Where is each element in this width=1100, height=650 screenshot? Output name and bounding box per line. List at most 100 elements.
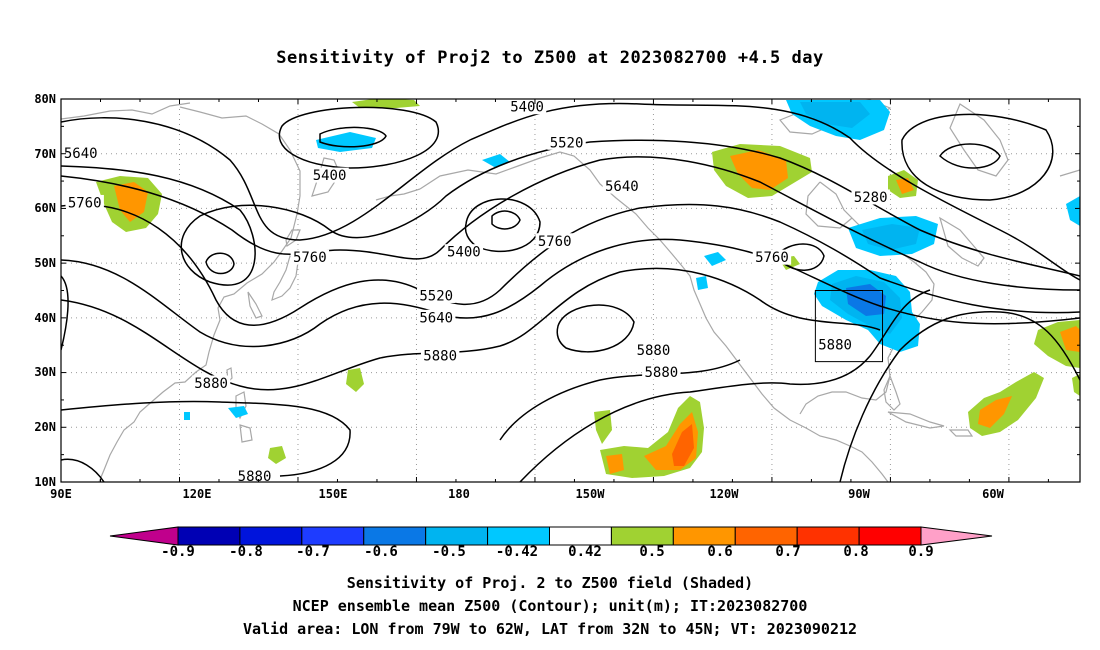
contour-label: 5400 [447,245,481,261]
lon-label-120w: 120W [709,487,739,501]
sensitivity-region [346,368,364,392]
contour-label-bg [815,337,855,353]
contour-line [319,126,387,148]
coastline [98,106,301,482]
coastline [805,181,853,229]
contour-label: 5760 [538,234,572,250]
contour-label-bg [61,145,100,161]
lon-label-90w: 90W [848,487,870,501]
contour-line [61,275,69,351]
contour-line [61,156,1080,291]
contour-line [61,458,105,482]
lon-label-90e: 90E [50,487,72,501]
sensitivity-region [268,446,286,464]
lon-label-150w: 150W [575,487,605,501]
caption-shading: Sensitivity of Proj. 2 to Z500 field (Sh… [346,574,754,592]
contour-label-bg [507,99,547,115]
coastline [375,188,421,201]
colorbar-label: 0.7 [775,544,801,560]
coastline [247,291,263,319]
lon-label-150e: 150E [318,487,348,501]
sensitivity-region [1066,196,1080,226]
contour-line [278,106,439,169]
sensitivity-region [862,224,920,250]
contour-label: 5640 [64,146,98,162]
contour-label: 5880 [818,338,852,354]
contour-label: 5640 [605,179,639,195]
contour-label-bg [752,249,792,265]
lat-label-80n: 80N [34,92,56,106]
colorbar-label: 0.9 [908,544,934,560]
contour-line [464,198,541,253]
colorbar-label: 0.42 [568,544,602,560]
lon-label-180: 180 [448,487,470,501]
colorbar-label: -0.5 [432,544,466,560]
lat-label-70n: 70N [34,147,56,161]
contour-label-bg [602,178,642,194]
contour-label: 5880 [644,365,678,381]
colorbar-label: 0.5 [639,544,665,560]
coastline [948,429,974,437]
caption-valid-area: Valid area: LON from 79W to 62W, LAT fro… [242,620,858,638]
lon-label-60w: 60W [982,487,1004,501]
contour-label-bg [547,134,586,150]
sensitivity-region [846,284,886,316]
contour-label: 5400 [510,100,544,116]
lat-label-20n: 20N [34,420,56,434]
colorbar-label: 0.8 [843,544,869,560]
sensitivity-region [1060,326,1080,352]
contour-labels: 5400 5400 5400 5520 5640 5640 5640 5760 5760 5760… [61,99,890,485]
sensitivity-region [228,406,248,418]
sensitivity-region [696,276,708,290]
contour-line [61,203,1080,326]
contour-label: 5520 [419,288,453,304]
contour-label: 5880 [238,469,272,485]
contour-label-bg [642,364,681,380]
lat-label-10n: 10N [34,475,56,489]
contour-label: 5520 [550,135,584,151]
sensitivity-region [800,102,870,128]
caption-contour: NCEP ensemble mean Z500 (Contour); unit(… [292,597,808,615]
map-background [61,99,1080,482]
contour-label-bg [417,309,456,325]
contour-label-bg [191,375,231,391]
contour-label-bg [235,468,274,484]
sensitivity-region [606,454,624,474]
sensitivity-region [730,150,788,190]
sensitivity-region [1072,374,1080,396]
lon-label-120e: 120E [182,487,212,501]
contour-line [61,102,1080,281]
contour-label-bg [417,287,456,303]
contour-label-bg [290,249,330,265]
sensitivity-region [704,252,726,266]
chart-title: Sensitivity of Proj2 to Z500 at 20230827… [276,48,824,68]
contour-line [556,304,635,353]
contour-label: 5760 [293,250,327,266]
contour-label: 5760 [68,195,102,211]
sensitivity-region [594,410,612,444]
coastline [419,151,889,482]
contour-label: 5400 [313,168,347,184]
coastline [887,411,945,429]
contour-line [205,252,235,275]
sensitivity-shading [96,99,1080,478]
contour-label-bg [634,342,673,358]
coastline [883,374,901,411]
contour-label: 5760 [755,250,789,266]
lat-label-60n: 60N [34,201,56,215]
colorbar-label: -0.6 [364,544,398,560]
sensitivity-region [184,412,190,420]
sensitivity-region [114,182,148,222]
contour-label: 5880 [194,376,228,392]
sensitivity-region [352,99,420,108]
contour-label-bg [65,194,104,210]
contour-label: 5880 [637,343,671,359]
colorbar-label: 0.6 [707,544,733,560]
contour-label-bg [535,233,574,249]
colorbar-label: -0.7 [296,544,330,560]
axis-ticks [60,98,1080,483]
contour-label-bg [444,244,484,260]
contour-label-bg [310,167,349,183]
lat-label-30n: 30N [34,365,56,379]
